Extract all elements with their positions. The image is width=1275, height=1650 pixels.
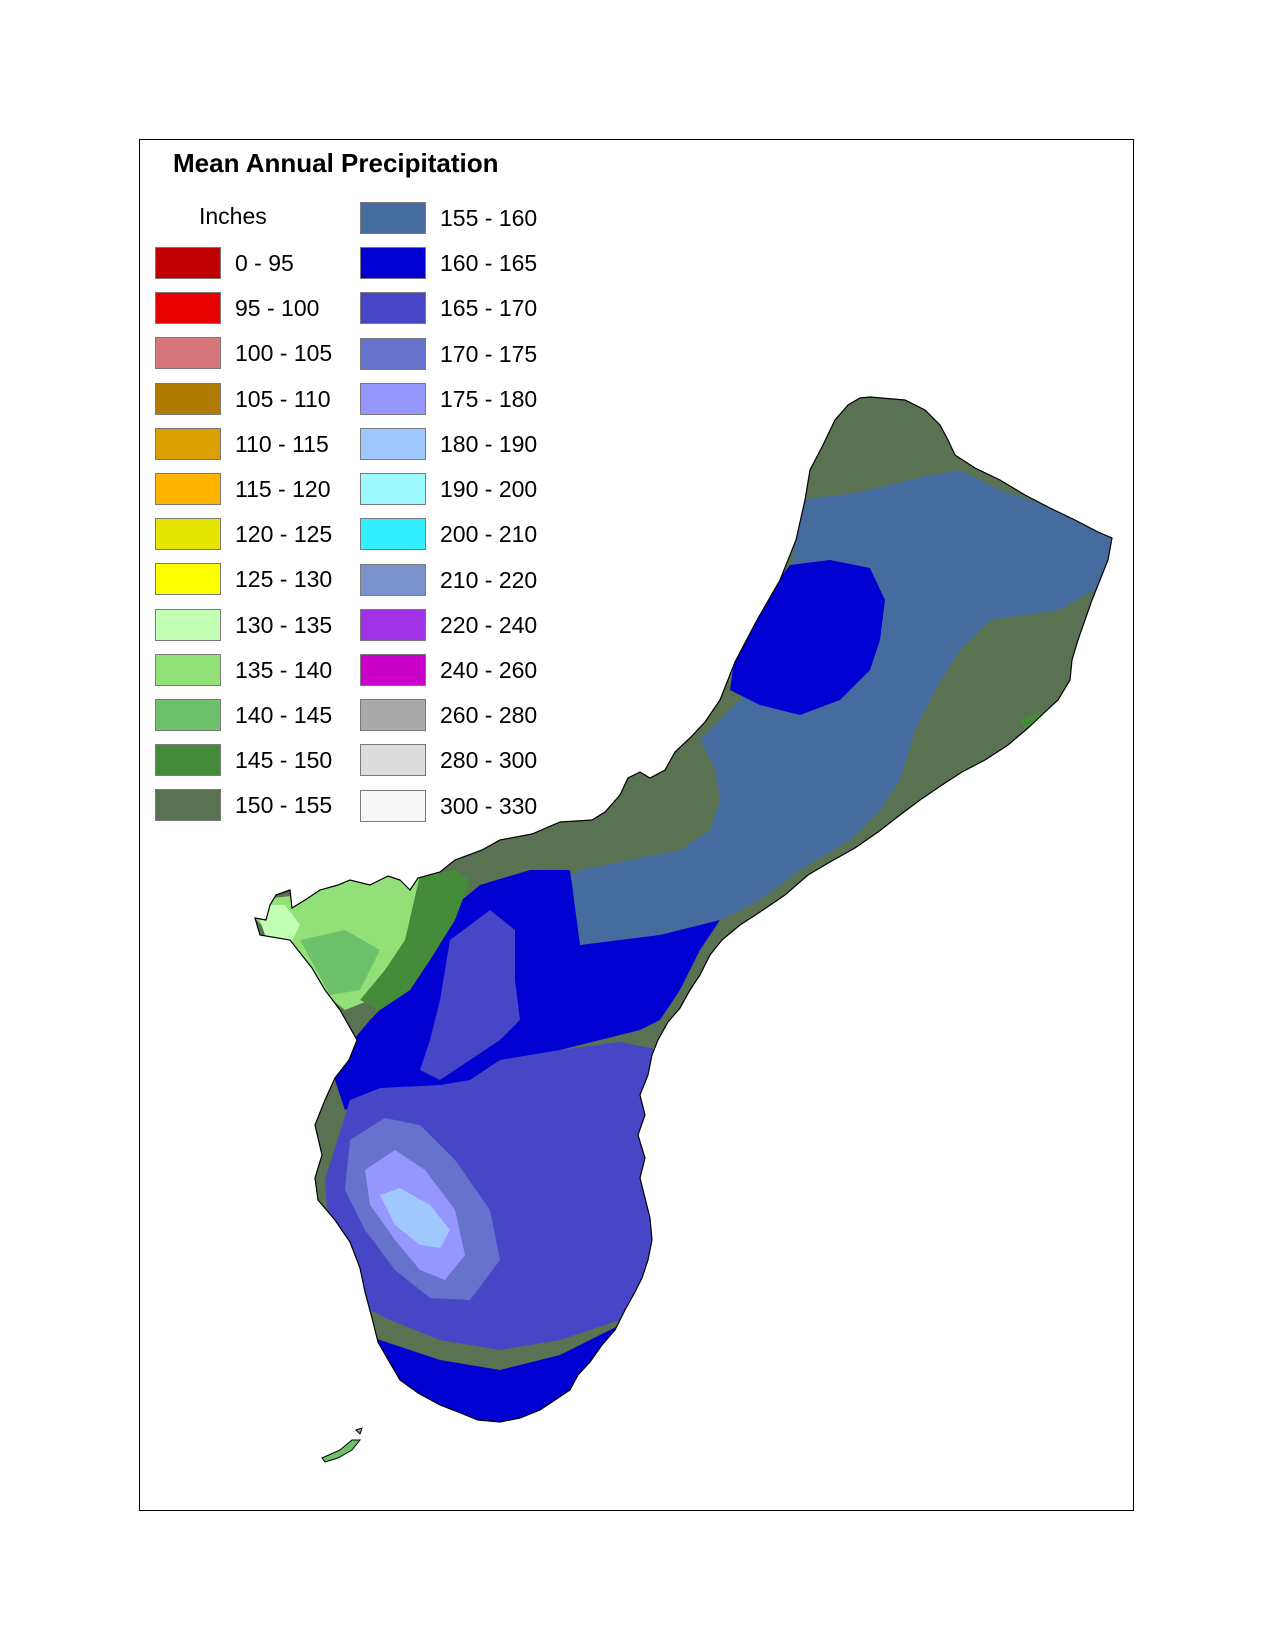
legend-units-label: Inches — [199, 203, 267, 229]
legend-swatch — [360, 789, 426, 822]
legend-swatch — [155, 789, 221, 822]
legend-label: 260 - 280 — [440, 702, 538, 729]
legend-item: 130 - 135 — [155, 608, 375, 643]
legend-label: 160 - 165 — [440, 250, 538, 277]
map-frame — [139, 139, 1134, 1511]
legend-item: 220 - 240 — [360, 608, 580, 643]
legend-item: 125 - 130 — [155, 563, 375, 597]
legend-swatch — [155, 337, 221, 370]
legend-swatch — [360, 292, 426, 325]
legend-item: 115 - 120 — [155, 473, 375, 507]
legend-label: 145 - 150 — [235, 747, 333, 774]
legend-label: 115 - 120 — [235, 476, 331, 502]
legend-swatch — [360, 518, 426, 551]
legend-swatch — [155, 473, 221, 505]
legend-item: 120 - 125 — [155, 518, 375, 552]
legend-item: 0 - 95 — [155, 247, 375, 281]
legend-label: 155 - 160 — [440, 205, 538, 231]
legend-label: 190 - 200 — [440, 476, 538, 503]
legend-swatch — [155, 653, 221, 686]
legend-item: 260 - 280 — [360, 699, 580, 733]
legend-swatch — [155, 699, 221, 731]
legend-label: 130 - 135 — [235, 611, 333, 638]
legend-item: 140 - 145 — [155, 699, 375, 733]
legend-label: 180 - 190 — [440, 431, 538, 457]
legend-item: 110 - 115 — [155, 427, 375, 462]
legend-swatch — [360, 337, 426, 370]
legend-label: 140 - 145 — [235, 702, 333, 728]
legend-swatch — [155, 518, 221, 551]
legend-item: 165 - 170 — [360, 292, 580, 326]
legend-swatch — [360, 382, 426, 415]
legend-label: 175 - 180 — [440, 385, 538, 412]
legend-swatch — [155, 382, 221, 415]
legend-label: 100 - 105 — [235, 340, 333, 367]
legend-item: 160 - 165 — [360, 247, 580, 281]
legend-swatch — [155, 247, 221, 279]
legend-label: 300 - 330 — [440, 792, 538, 819]
legend-item: 280 - 300 — [360, 744, 580, 778]
legend-swatch — [155, 744, 221, 777]
legend-swatch — [360, 202, 426, 234]
map-title: Mean Annual Precipitation — [173, 148, 499, 178]
legend-swatch — [155, 563, 221, 596]
legend-swatch — [155, 427, 221, 460]
legend-item: 100 - 105 — [155, 337, 375, 371]
legend-item: 170 - 175 — [360, 337, 580, 372]
legend-item: 105 - 110 — [155, 382, 375, 417]
legend-item: 200 - 210 — [360, 518, 580, 552]
legend-item: 300 - 330 — [360, 789, 580, 824]
legend-swatch — [360, 654, 426, 686]
legend-item: 150 - 155 — [155, 789, 375, 823]
legend-swatch — [360, 247, 426, 280]
legend-label: 95 - 100 — [235, 295, 320, 322]
legend-swatch — [360, 744, 426, 777]
legend-label: 165 - 170 — [440, 295, 538, 322]
legend-item: 175 - 180 — [360, 382, 580, 417]
legend-swatch — [360, 428, 426, 460]
legend-label: 120 - 125 — [235, 521, 333, 548]
legend-item: 210 - 220 — [360, 563, 580, 598]
legend-swatch — [360, 608, 426, 641]
legend-item: 190 - 200 — [360, 473, 580, 507]
legend-label: 200 - 210 — [440, 521, 538, 548]
legend-label: 150 - 155 — [235, 792, 333, 819]
legend-label: 110 - 115 — [235, 430, 329, 457]
legend-swatch — [360, 473, 426, 506]
legend-label: 210 - 220 — [440, 566, 538, 593]
legend-item: 240 - 260 — [360, 654, 580, 688]
legend-item: 145 - 150 — [155, 744, 375, 778]
legend-label: 280 - 300 — [440, 747, 538, 774]
legend-label: 105 - 110 — [235, 385, 331, 412]
legend-item: 155 - 160 — [360, 202, 580, 236]
legend-swatch — [155, 608, 221, 641]
legend-item: 135 - 140 — [155, 653, 375, 688]
legend-swatch — [360, 563, 426, 596]
legend-label: 125 - 130 — [235, 566, 333, 593]
legend-label: 170 - 175 — [440, 340, 538, 367]
legend-item: 180 - 190 — [360, 428, 580, 462]
legend-item: 95 - 100 — [155, 292, 375, 326]
legend-label: 0 - 95 — [235, 250, 294, 276]
legend-label: 220 - 240 — [440, 611, 538, 638]
legend-label: 240 - 260 — [440, 657, 538, 683]
legend-swatch — [155, 292, 221, 325]
legend-label: 135 - 140 — [235, 656, 333, 683]
legend-swatch — [360, 699, 426, 732]
